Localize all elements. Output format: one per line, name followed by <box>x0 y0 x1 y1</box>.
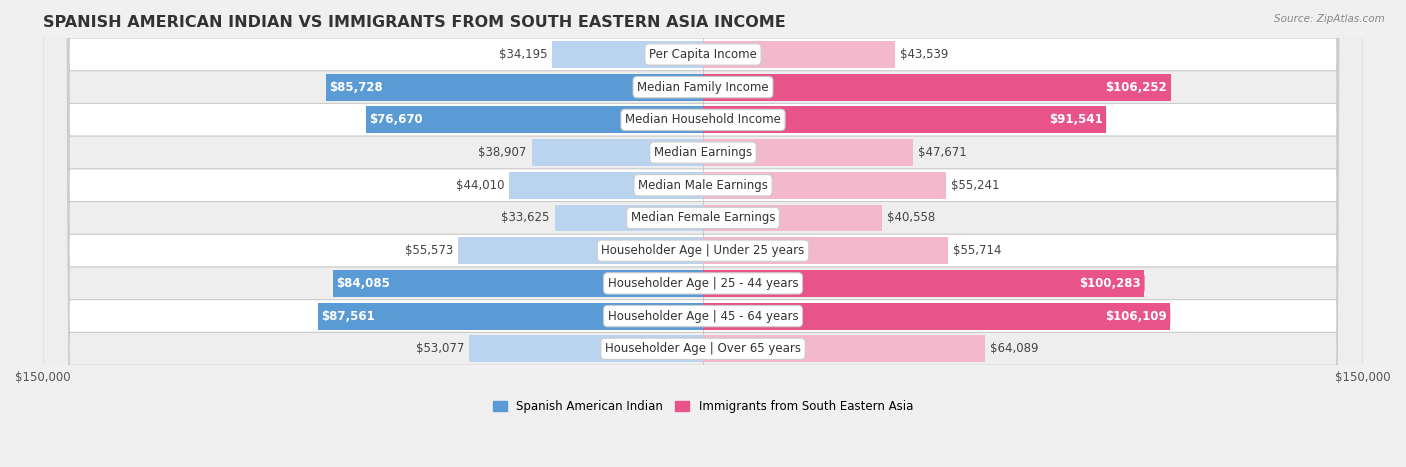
FancyBboxPatch shape <box>42 0 1364 467</box>
Bar <box>703 41 894 68</box>
Text: $76,670: $76,670 <box>368 113 422 127</box>
Text: $55,573: $55,573 <box>405 244 453 257</box>
Text: $91,541: $91,541 <box>1049 113 1102 127</box>
Text: $106,109: $106,109 <box>1105 310 1167 323</box>
Text: $53,077: $53,077 <box>416 342 464 355</box>
Text: $43,539: $43,539 <box>900 48 948 61</box>
Text: Median Male Earnings: Median Male Earnings <box>638 179 768 192</box>
Text: Householder Age | Under 25 years: Householder Age | Under 25 years <box>602 244 804 257</box>
Text: $55,714: $55,714 <box>953 244 1002 257</box>
FancyBboxPatch shape <box>42 0 1364 467</box>
Text: Median Female Earnings: Median Female Earnings <box>631 212 775 225</box>
Text: $44,010: $44,010 <box>456 179 503 192</box>
Text: Householder Age | 25 - 44 years: Householder Age | 25 - 44 years <box>607 277 799 290</box>
Bar <box>703 270 1144 297</box>
FancyBboxPatch shape <box>42 0 1364 467</box>
Bar <box>703 237 948 264</box>
Text: Median Family Income: Median Family Income <box>637 81 769 94</box>
Text: $40,558: $40,558 <box>887 212 935 225</box>
Text: $84,085: $84,085 <box>336 277 389 290</box>
Bar <box>470 335 703 362</box>
Legend: Spanish American Indian, Immigrants from South Eastern Asia: Spanish American Indian, Immigrants from… <box>488 396 918 418</box>
Text: Householder Age | 45 - 64 years: Householder Age | 45 - 64 years <box>607 310 799 323</box>
Bar <box>333 270 703 297</box>
Bar <box>703 303 1170 330</box>
Text: Householder Age | Over 65 years: Householder Age | Over 65 years <box>605 342 801 355</box>
Text: $100,283: $100,283 <box>1080 277 1142 290</box>
Text: Source: ZipAtlas.com: Source: ZipAtlas.com <box>1274 14 1385 24</box>
Bar <box>703 172 946 198</box>
Text: $55,241: $55,241 <box>952 179 1000 192</box>
Text: Median Earnings: Median Earnings <box>654 146 752 159</box>
Text: Median Household Income: Median Household Income <box>626 113 780 127</box>
FancyBboxPatch shape <box>42 0 1364 467</box>
Text: $47,671: $47,671 <box>918 146 967 159</box>
Bar <box>703 139 912 166</box>
Bar <box>509 172 703 198</box>
Bar <box>703 74 1171 100</box>
Text: $34,195: $34,195 <box>499 48 547 61</box>
Text: $87,561: $87,561 <box>321 310 374 323</box>
FancyBboxPatch shape <box>42 0 1364 467</box>
FancyBboxPatch shape <box>42 0 1364 467</box>
Bar <box>458 237 703 264</box>
FancyBboxPatch shape <box>42 0 1364 467</box>
Bar <box>703 335 986 362</box>
Text: $64,089: $64,089 <box>990 342 1039 355</box>
Text: $38,907: $38,907 <box>478 146 526 159</box>
Bar <box>318 303 703 330</box>
Bar <box>703 205 882 231</box>
FancyBboxPatch shape <box>42 0 1364 467</box>
FancyBboxPatch shape <box>42 0 1364 467</box>
Text: Per Capita Income: Per Capita Income <box>650 48 756 61</box>
Bar <box>553 41 703 68</box>
Text: $85,728: $85,728 <box>329 81 382 94</box>
Bar <box>703 106 1107 133</box>
FancyBboxPatch shape <box>42 0 1364 467</box>
Bar <box>326 74 703 100</box>
Bar <box>531 139 703 166</box>
Bar <box>366 106 703 133</box>
Text: $33,625: $33,625 <box>502 212 550 225</box>
Bar <box>555 205 703 231</box>
Text: SPANISH AMERICAN INDIAN VS IMMIGRANTS FROM SOUTH EASTERN ASIA INCOME: SPANISH AMERICAN INDIAN VS IMMIGRANTS FR… <box>42 15 786 30</box>
Text: $106,252: $106,252 <box>1105 81 1167 94</box>
